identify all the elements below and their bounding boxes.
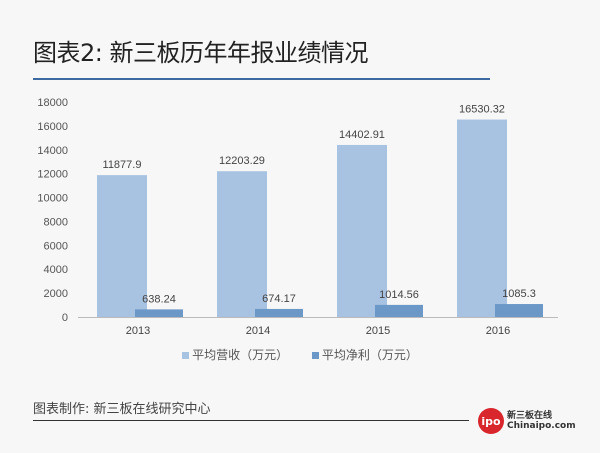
x-tick-label: 2015 <box>366 325 390 337</box>
logo-name: 新三板在线 <box>507 411 553 421</box>
title-divider <box>33 78 490 80</box>
y-tick-label: 12000 <box>37 169 68 181</box>
data-label: 1085.3 <box>502 288 536 300</box>
chart-title: 图表2: 新三板历年年报业绩情况 <box>33 39 368 67</box>
y-tick-label: 0 <box>62 312 68 324</box>
x-tick-label: 2016 <box>486 325 510 337</box>
bar-revenue <box>337 144 387 317</box>
legend-label-revenue: 平均营收（万元） <box>192 348 289 362</box>
bar-revenue <box>97 175 147 317</box>
logo: ipo 新三板在线 Chinaipo.com <box>478 408 576 434</box>
legend-swatch-profit <box>311 352 319 359</box>
bar-profit <box>495 304 543 317</box>
data-label: 14402.91 <box>339 129 385 141</box>
source-note: 图表制作: 新三板在线研究中心 <box>33 402 211 417</box>
y-tick-label: 2000 <box>44 288 68 300</box>
y-tick-label: 6000 <box>44 240 68 252</box>
bar-profit <box>255 308 303 317</box>
data-label: 638.24 <box>142 293 176 305</box>
y-tick-label: 8000 <box>44 216 68 228</box>
data-label: 1014.56 <box>379 289 419 301</box>
legend-item-profit[interactable]: 平均净利（万元） <box>311 348 418 362</box>
data-label: 16530.32 <box>459 104 505 116</box>
legend-label-profit: 平均净利（万元） <box>321 348 418 362</box>
logo-mark: ipo <box>478 408 504 434</box>
y-tick-label: 16000 <box>37 121 68 133</box>
legend: 平均营收（万元） 平均净利（万元） <box>0 346 600 363</box>
y-tick-label: 14000 <box>37 145 68 157</box>
logo-site: Chinaipo.com <box>507 421 576 431</box>
bar-profit <box>135 309 183 317</box>
x-tick-label: 2014 <box>246 325 270 337</box>
y-tick-label: 18000 <box>37 97 68 109</box>
bar-revenue <box>457 119 507 318</box>
legend-item-revenue[interactable]: 平均营收（万元） <box>182 348 288 362</box>
data-label: 11877.9 <box>103 159 142 171</box>
bar-profit <box>375 304 423 317</box>
x-tick-label: 2013 <box>126 325 150 337</box>
data-label: 12203.29 <box>219 155 265 167</box>
y-tick-label: 4000 <box>44 264 68 276</box>
legend-swatch-revenue <box>182 352 190 359</box>
y-tick-label: 10000 <box>37 193 68 205</box>
footer-divider <box>33 420 469 421</box>
bar-revenue <box>217 171 267 317</box>
data-label: 674.17 <box>262 293 296 305</box>
